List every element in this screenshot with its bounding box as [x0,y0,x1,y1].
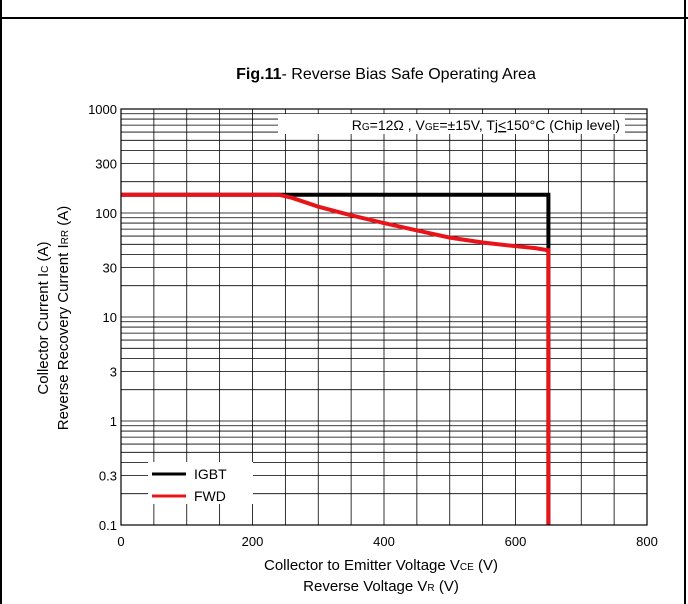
x2-main: Reverse Voltage V [303,578,427,595]
y2-tail: (A) [55,206,72,230]
x-tick-label: 400 [373,534,395,549]
series-fwd-line [121,192,551,525]
y-label-line1: Collector Current IC (A) [35,241,52,394]
plot-frame [120,108,648,526]
x-tick-label: 800 [636,534,658,549]
annotation-box [278,114,625,134]
y-tick-label: 300 [95,156,117,171]
figure-frame-top [0,0,688,19]
y1-tail: (A) [35,241,52,265]
x1-tail: (V) [474,557,498,574]
y2-main: Reverse Recovery Current I [55,244,72,430]
y-tick-label: 1 [110,414,117,429]
y-tick-label: 30 [103,260,117,275]
curves [121,192,551,525]
legend: IGBT FWD [148,462,253,504]
x2-sub: R [427,583,434,594]
ann-p5: 150°C (Chip level) [506,117,620,133]
chart-title: Fig.11- Reverse Bias Safe Operating Area [236,66,536,83]
ann-p2: =12Ω , V [370,117,426,133]
x1-sub: CE [460,562,474,573]
legend-label-igbt: IGBT [194,466,227,482]
conditions-annotation: RG=12Ω , VGE=±15V, Tj<150°C (Chip level) [352,117,620,133]
y-tick-label: 10 [103,310,117,325]
y-tick-label: 1000 [88,102,117,117]
ann-p4: < [498,117,506,133]
x-label-line1: Collector to Emitter Voltage VCE (V) [264,557,498,574]
y-tick-label: 0.1 [99,518,117,533]
ann-p3: =±15V, Tj [439,117,498,133]
x1-main: Collector to Emitter Voltage V [264,557,460,574]
y1-sub: C [40,266,51,273]
y-label-line2: Reverse Recovery Current IRR (A) [55,206,72,431]
y1-main: Collector Current I [35,273,52,395]
y-tick-label: 3 [110,364,117,379]
chart-title-bold: Fig.11 [236,66,281,83]
ann-s1: G [362,122,370,133]
chart-title-rest: - Reverse Bias Safe Operating Area [282,66,536,83]
y2-sub: RR [60,230,71,244]
tick-labels: 0 200 400 600 800 0.1 0.3 1 3 10 30 100 300 1000 [88,102,658,549]
x-tick-label: 0 [117,534,124,549]
x-label-line2: Reverse Voltage VR (V) [303,578,459,595]
ann-p1: R [352,117,362,133]
x2-tail: (V) [435,578,459,595]
ann-s2: GE [425,122,440,133]
y-tick-label: 0.3 [99,468,117,483]
y-tick-label: 100 [95,206,117,221]
x-tick-label: 200 [242,534,264,549]
legend-label-fwd: FWD [194,488,226,504]
x-tick-label: 600 [505,534,527,549]
y-axis-label: Collector Current IC (A) Reverse Recover… [35,206,72,431]
